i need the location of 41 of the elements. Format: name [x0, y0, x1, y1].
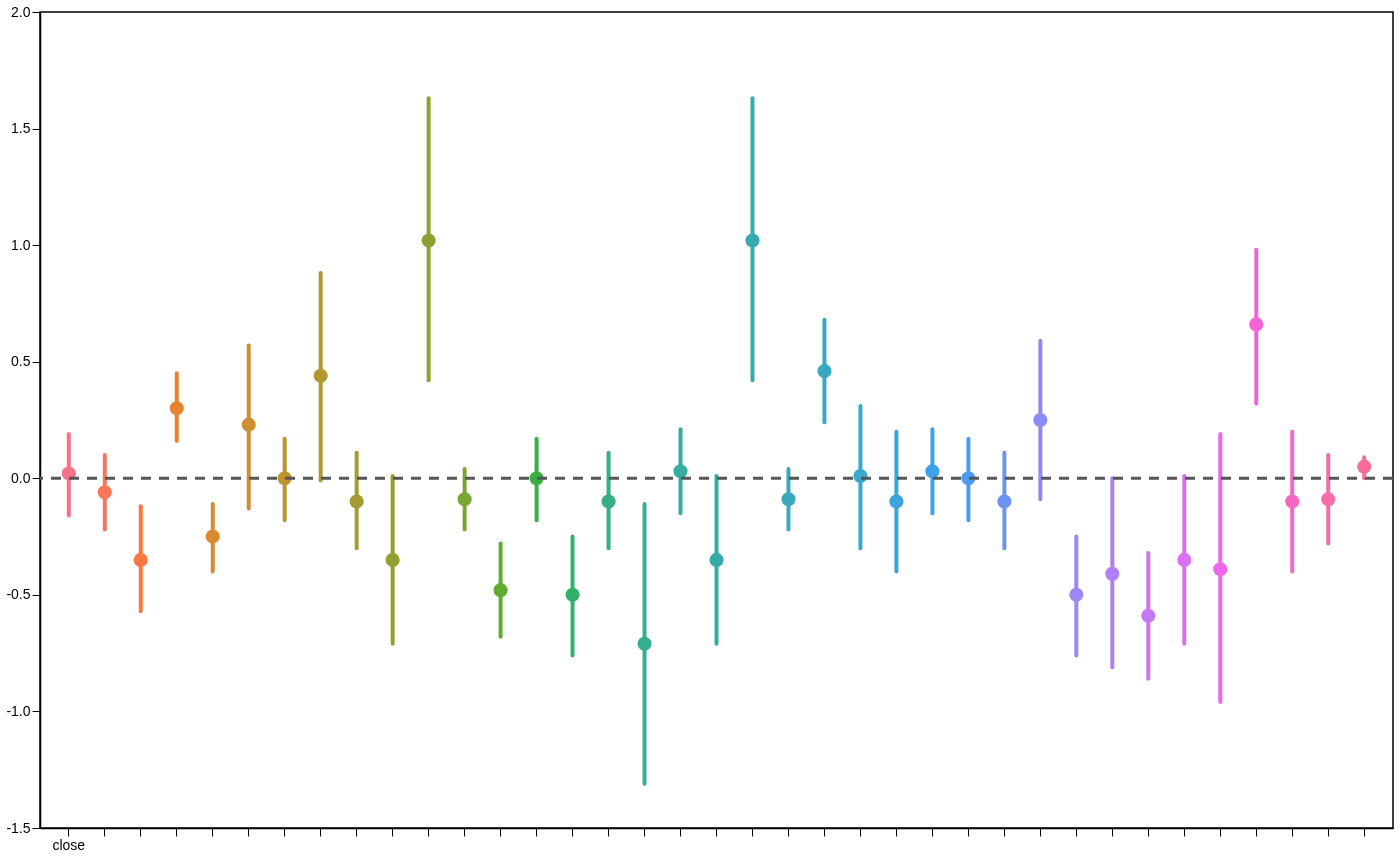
point	[709, 552, 724, 567]
point	[1069, 587, 1084, 602]
y-tick-label: 1.0	[11, 236, 31, 253]
y-tick-label: 0.5	[11, 353, 31, 370]
y-tick-label: 2.0	[11, 3, 31, 20]
point	[421, 233, 436, 248]
point	[1141, 608, 1156, 623]
point	[133, 552, 148, 567]
point	[1357, 459, 1372, 474]
point	[313, 368, 328, 383]
point	[385, 552, 400, 567]
point	[1321, 492, 1336, 507]
point	[1249, 317, 1264, 332]
point	[1033, 412, 1048, 428]
point	[457, 492, 472, 507]
point	[241, 417, 256, 432]
point	[1177, 552, 1192, 567]
y-tick-label: -0.5	[6, 586, 31, 603]
y-tick-label: 1.5	[11, 120, 31, 137]
point	[781, 492, 796, 507]
point	[349, 494, 364, 509]
point	[205, 529, 220, 544]
y-tick-label: 0.0	[11, 469, 31, 486]
point	[889, 494, 904, 509]
point	[1213, 562, 1228, 577]
point	[565, 587, 580, 602]
point	[601, 494, 616, 509]
point	[997, 494, 1012, 509]
point	[169, 401, 184, 416]
point	[925, 464, 940, 479]
point	[745, 233, 760, 248]
point	[637, 636, 652, 651]
point	[817, 363, 832, 379]
x-tick-label: close	[52, 836, 86, 853]
point	[97, 485, 112, 500]
point	[673, 464, 688, 479]
y-tick-label: -1.0	[6, 702, 31, 719]
y-tick-label: -1.5	[6, 819, 31, 836]
point	[1285, 494, 1300, 509]
point	[493, 583, 508, 598]
point	[1105, 566, 1120, 581]
